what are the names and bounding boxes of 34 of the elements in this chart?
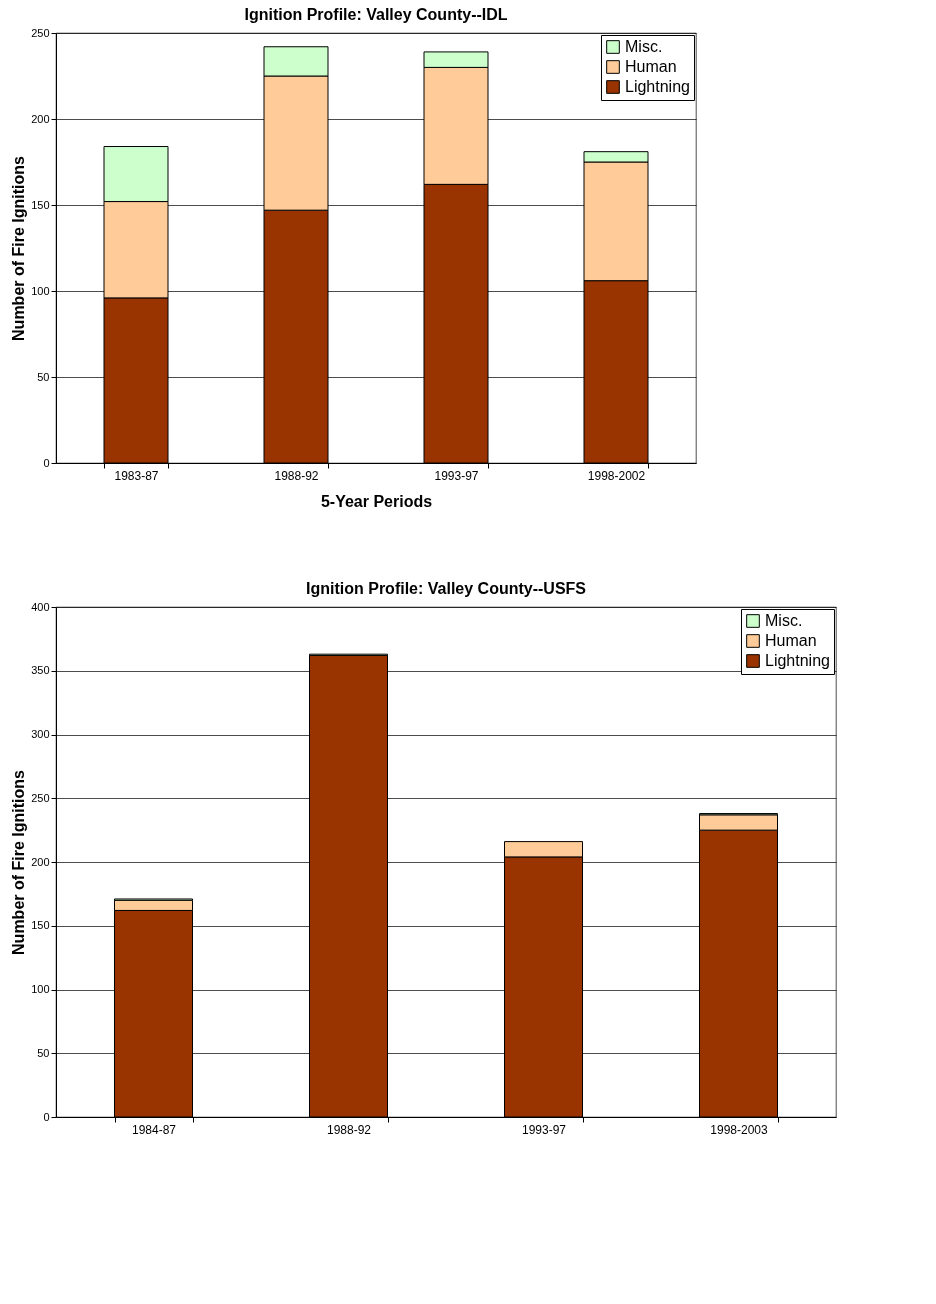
y-tick-label: 50 [37, 370, 50, 383]
legend-label: Misc. [765, 612, 803, 629]
y-axis-title: Number of Fire Ignitions [10, 769, 28, 955]
y-tick-label: 200 [31, 855, 50, 868]
x-axis-title: 5-Year Periods [320, 492, 433, 510]
y-tick-label: 300 [31, 728, 50, 740]
legend-label: Lightning [625, 78, 690, 95]
x-tick-label: 1998-2002 [587, 468, 646, 483]
legend-label: Human [625, 58, 677, 75]
chart-title: Ignition Profile: Valley County--USFS [305, 580, 587, 597]
legend-label: Misc. [625, 38, 663, 55]
y-axis-title: Number of Fire Ignitions [10, 155, 28, 341]
y-tick-label: 150 [31, 919, 50, 932]
chart-title: Ignition Profile: Valley County--IDL [244, 6, 508, 23]
x-tick-label: 1993-97 [521, 1122, 567, 1137]
x-tick-label: 1988-92 [274, 468, 319, 483]
legend-label: Lightning [765, 652, 830, 669]
x-tick-label: 1993-97 [434, 468, 479, 483]
legend-label: Human [765, 632, 817, 649]
x-tick-label: 1983-87 [114, 468, 159, 483]
y-tick-label: 150 [31, 198, 50, 211]
x-tick-label: 1998-2003 [710, 1122, 769, 1137]
y-tick-label: 100 [31, 983, 50, 995]
y-tick-label: 0 [43, 1110, 50, 1123]
x-tick-label: 1988-92 [326, 1122, 372, 1137]
y-tick-label: 0 [43, 456, 50, 469]
y-tick-label: 350 [31, 664, 50, 677]
x-tick-label: 1984-87 [131, 1122, 177, 1137]
y-tick-label: 400 [31, 600, 50, 613]
y-tick-label: 100 [31, 284, 50, 297]
y-tick-label: 250 [31, 791, 50, 804]
y-tick-label: 200 [31, 112, 50, 125]
y-tick-label: 50 [37, 1046, 50, 1059]
y-tick-label: 250 [31, 26, 50, 39]
